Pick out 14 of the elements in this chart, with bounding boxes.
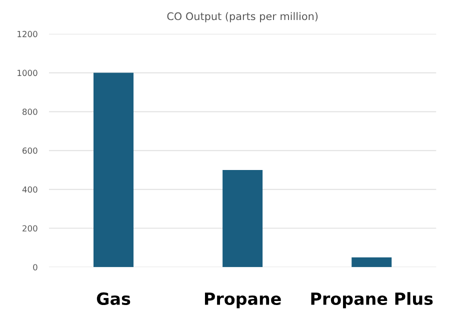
- y-tick-label: 800: [22, 108, 38, 115]
- bar: [352, 257, 392, 268]
- x-tick-label: Propane: [204, 292, 281, 308]
- bar: [94, 72, 134, 268]
- y-tick-label: 1200: [18, 30, 38, 38]
- y-tick-label: 0: [33, 264, 38, 270]
- y-tick-label: 1000: [18, 70, 38, 76]
- y-tick-label: 600: [22, 148, 38, 154]
- x-tick-label: Gas: [96, 292, 130, 306]
- chart-title: CO Output (parts per million): [167, 12, 318, 22]
- y-tick-label: 400: [22, 186, 38, 193]
- y-tick-label: 200: [22, 225, 38, 232]
- bar: [222, 170, 263, 268]
- x-tick-label: Propane Plus: [311, 292, 433, 308]
